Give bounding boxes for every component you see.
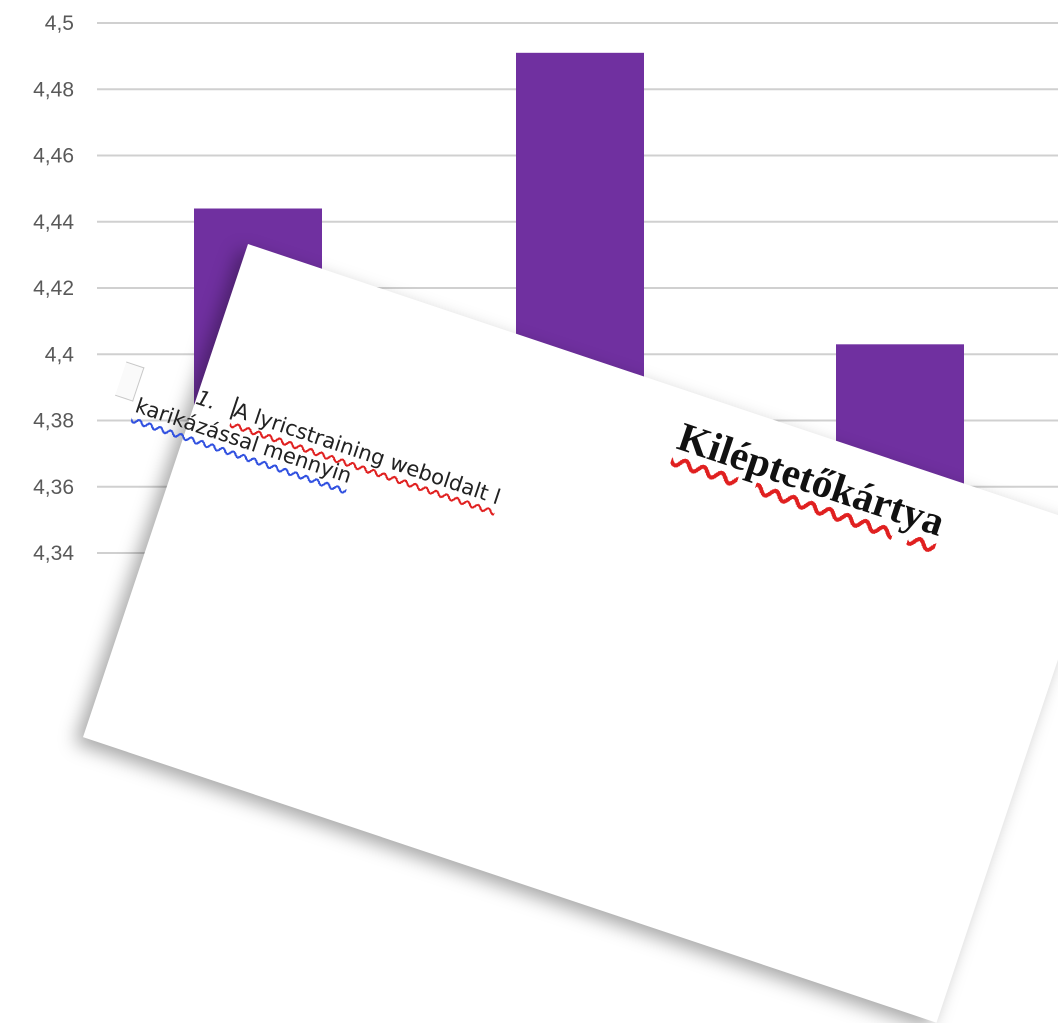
y-tick-label: 4,36 [33,476,74,499]
y-tick-label: 4,4 [45,343,75,366]
y-tick-label: 4,5 [45,12,74,35]
y-tick-label: 4,46 [33,145,74,168]
y-tick-label: 4,34 [33,542,74,565]
y-tick-label: 4,42 [33,277,74,300]
y-axis-tick-labels: 4,34 4,36 4,38 4,4 4,42 4,44 4,46 4,48 4,5 [33,12,74,565]
y-tick-label: 4,44 [33,211,74,234]
y-tick-label: 4,38 [33,410,74,433]
y-tick-label: 4,48 [33,78,74,101]
